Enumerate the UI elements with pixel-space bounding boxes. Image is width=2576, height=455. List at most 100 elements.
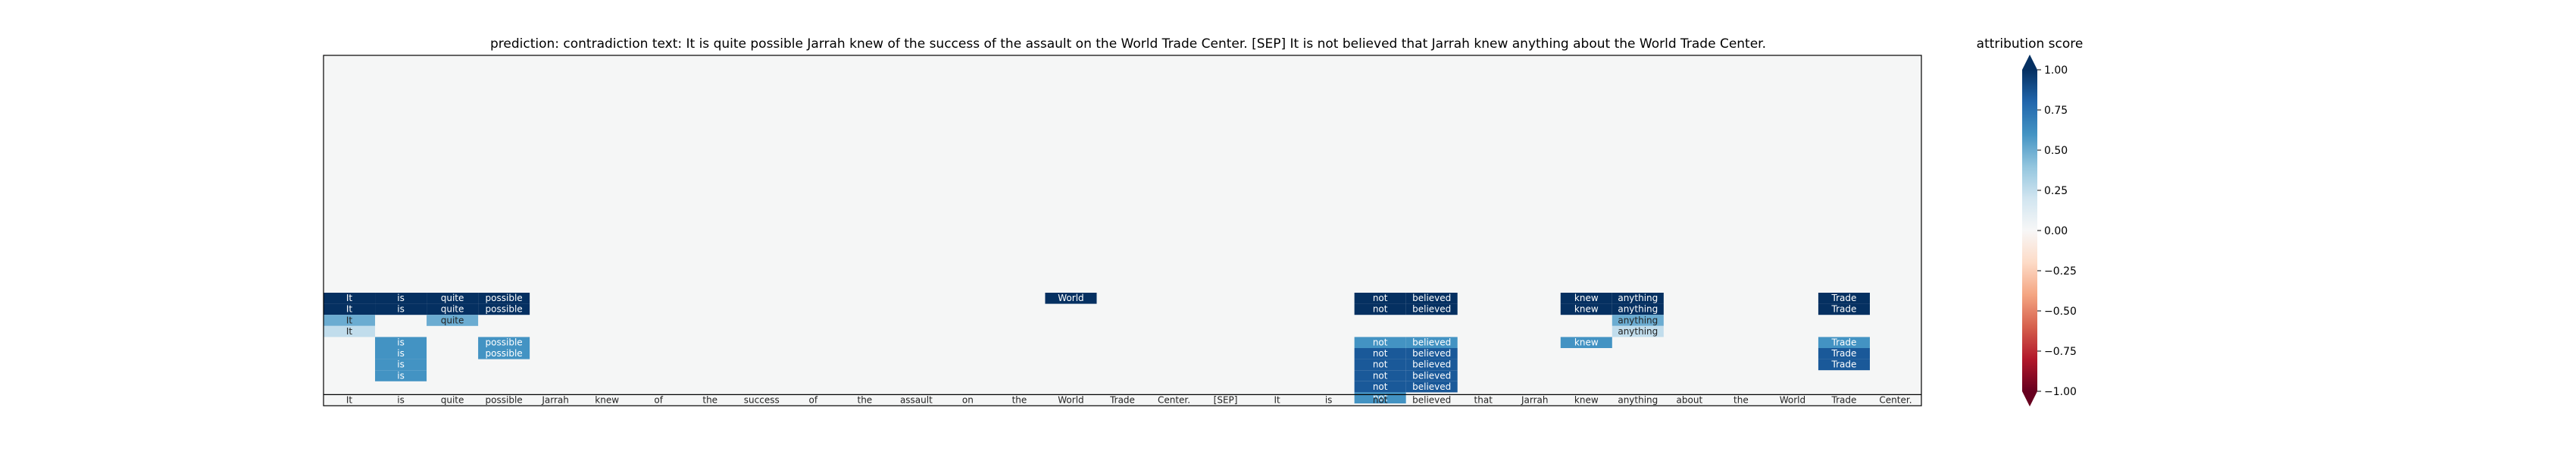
- heat-cell-label: possible: [486, 304, 523, 315]
- heat-cell-label: is: [397, 370, 405, 381]
- colorbar-tick-label: 0.00: [2044, 225, 2068, 237]
- heat-cell-label: not: [1373, 370, 1388, 381]
- token-label: anything: [1618, 395, 1658, 406]
- heat-cell: [324, 325, 376, 337]
- heat-cell-label: is: [397, 304, 405, 315]
- heat-cell: [324, 315, 376, 326]
- heat-cell: [375, 359, 427, 371]
- colorbar-tick-label: 0.75: [2044, 105, 2068, 117]
- heat-cell-label: possible: [486, 293, 523, 303]
- heat-cell: [1354, 337, 1406, 348]
- heat-cell-label: knew: [1574, 304, 1599, 315]
- heat-cell: [1818, 337, 1870, 348]
- heat-cell-label: believed: [1412, 293, 1451, 303]
- colorbar-tick-label: −0.50: [2044, 306, 2077, 318]
- heat-cell: [1405, 381, 1458, 393]
- chart-title: prediction: contradiction text: It is qu…: [490, 36, 1766, 52]
- heat-cell: [1818, 293, 1870, 304]
- token-label: the: [702, 395, 717, 406]
- colorbar-tick-label: 1.00: [2044, 64, 2068, 77]
- heat-cell-label: Trade: [1831, 304, 1857, 315]
- heat-cell: [1560, 293, 1612, 304]
- heat-cell: [1354, 370, 1406, 381]
- heat-cell: [1354, 392, 1406, 403]
- token-label: Jarrah: [541, 395, 569, 406]
- heat-cell: [375, 293, 427, 304]
- plot-background: [324, 55, 1921, 406]
- heat-cell-label: is: [397, 337, 405, 348]
- plot-frame: [323, 55, 1922, 406]
- token-label: Jarrah: [1521, 395, 1549, 406]
- heat-cell: [1560, 303, 1612, 315]
- heat-cell-label: It: [346, 326, 353, 337]
- token-label: about: [1677, 395, 1703, 406]
- heat-cell-label: is: [397, 348, 405, 359]
- heat-cell-label: not: [1373, 359, 1388, 370]
- token-label: is: [397, 395, 405, 406]
- heat-cell-label: It: [346, 293, 353, 303]
- heat-cell-label: not: [1373, 348, 1388, 359]
- heat-cell: [1354, 293, 1406, 304]
- heat-cell-label: believed: [1412, 304, 1451, 315]
- heat-cell-label: anything: [1618, 293, 1658, 303]
- heat-cell: [478, 337, 530, 348]
- heat-cell-label: quite: [441, 293, 464, 303]
- heat-cell: [427, 303, 479, 315]
- heat-cell-label: knew: [1574, 337, 1599, 348]
- colorbar-top-extension: [2022, 55, 2037, 70]
- colorbar: [2022, 70, 2037, 391]
- token-label: assault: [900, 395, 933, 406]
- heat-cell-label: Trade: [1831, 293, 1857, 303]
- token-label: on: [962, 395, 974, 406]
- heat-cell: [1560, 337, 1612, 348]
- heat-cell: [1045, 293, 1097, 304]
- heat-cell: [1818, 348, 1870, 359]
- heat-cell: [324, 293, 376, 304]
- token-label: [SEP]: [1214, 395, 1238, 406]
- heat-cell: [1612, 293, 1664, 304]
- colorbar-label: attribution score: [1977, 36, 2084, 52]
- token-label: knew: [595, 395, 619, 406]
- heat-cell: [1612, 325, 1664, 337]
- heat-cell-label: not: [1373, 337, 1388, 348]
- heat-cell-label: It: [346, 304, 353, 315]
- colorbar-tick-label: 0.50: [2044, 145, 2068, 157]
- token-label: Center.: [1158, 395, 1190, 406]
- colorbar-tick-label: −0.25: [2044, 265, 2077, 278]
- heat-cell: [1354, 359, 1406, 371]
- heat-cell: [375, 337, 427, 348]
- heat-cell-label: quite: [441, 304, 464, 315]
- heat-cell: [1405, 370, 1458, 381]
- token-label: the: [857, 395, 872, 406]
- heat-cell: [478, 293, 530, 304]
- colorbar-bottom-extension: [2022, 391, 2037, 406]
- token-label: the: [1012, 395, 1027, 406]
- heat-cell-label: possible: [486, 337, 523, 348]
- heat-cell-label: is: [397, 359, 405, 370]
- heat-cell-label: believed: [1412, 359, 1451, 370]
- colorbar-tick-label: −0.75: [2044, 346, 2077, 358]
- heat-cell: [1405, 293, 1458, 304]
- heat-cell-label: anything: [1618, 315, 1658, 325]
- heat-cell-label: knew: [1574, 293, 1599, 303]
- heat-cell: [478, 348, 530, 359]
- heat-cell-label: Trade: [1831, 359, 1857, 370]
- heat-cell: [427, 293, 479, 304]
- heat-cell: [1354, 303, 1406, 315]
- heat-cell: [1612, 303, 1664, 315]
- colorbar-ticks: 1.00 0.75 0.50 0.25 0.00 −0.25 −0.50 −0.75 −1.00: [2037, 64, 2077, 398]
- heat-cell: [1354, 348, 1406, 359]
- token-label: of: [809, 395, 818, 406]
- heat-cell-label: Trade: [1831, 348, 1857, 359]
- heat-cell: [375, 348, 427, 359]
- heat-cell: [1405, 303, 1458, 315]
- colorbar-tick-label: −1.00: [2044, 386, 2077, 398]
- heat-cell: [1354, 381, 1406, 393]
- heat-cell-label: is: [397, 293, 405, 303]
- token-label: success: [744, 395, 780, 406]
- heat-cell: [1405, 359, 1458, 371]
- heat-cell: [324, 303, 376, 315]
- heat-cell-label: World: [1058, 293, 1083, 303]
- token-label: It: [1274, 395, 1280, 406]
